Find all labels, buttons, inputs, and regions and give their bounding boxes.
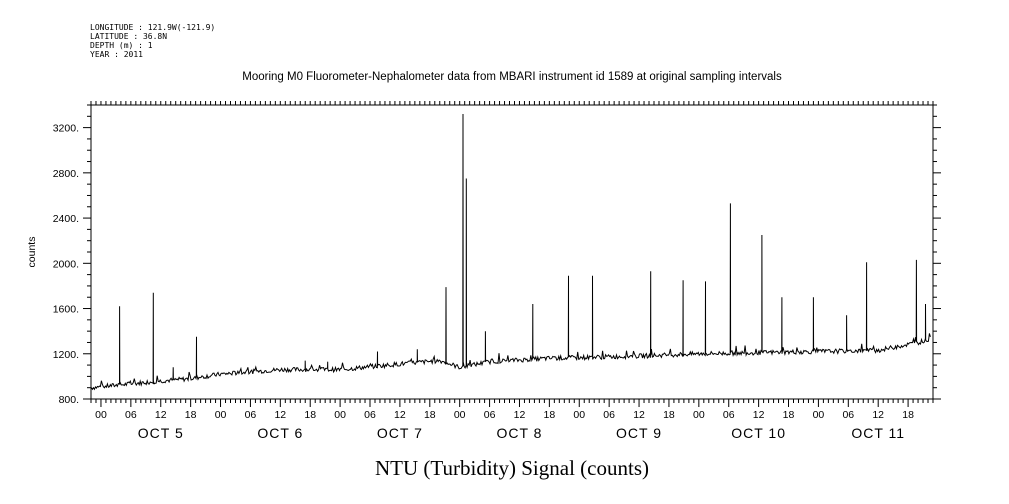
y-tick-label: 1600. <box>53 304 79 316</box>
x-tick-label: 06 <box>245 409 257 421</box>
x-tick-label: 00 <box>573 409 585 421</box>
y-axis-label: counts <box>26 237 38 268</box>
day-label: OCT 10 <box>731 425 786 441</box>
x-tick-label: 00 <box>334 409 346 421</box>
meta-line: DEPTH (m) : 1 <box>90 41 153 50</box>
day-label: OCT 6 <box>257 425 303 441</box>
x-tick-label: 12 <box>394 409 406 421</box>
x-tick-label: 18 <box>902 409 914 421</box>
day-label: OCT 8 <box>496 425 542 441</box>
x-tick-label: 12 <box>514 409 526 421</box>
x-tick-label: 12 <box>274 409 286 421</box>
day-label: OCT 11 <box>851 425 905 441</box>
x-tick-label: 12 <box>155 409 167 421</box>
x-tick-label: 06 <box>484 409 496 421</box>
x-tick-label: 06 <box>364 409 376 421</box>
day-label: OCT 5 <box>138 425 184 441</box>
x-tick-label: 18 <box>185 409 197 421</box>
y-tick-label: 2800. <box>53 168 79 180</box>
y-tick-label: 1200. <box>53 349 79 361</box>
chart-title: Mooring M0 Fluorometer-Nephalometer data… <box>242 71 782 83</box>
meta-line: LATITUDE : 36.8N <box>90 32 167 41</box>
x-tick-label: 18 <box>304 409 316 421</box>
axis-ticks <box>83 101 941 407</box>
meta-line: LONGITUDE : 121.9W(-121.9) <box>90 23 215 32</box>
day-labels: OCT 5 OCT 6 OCT 7 OCT 8 OCT 9 OCT 10 OCT 11 <box>138 425 905 441</box>
x-tick-label: 06 <box>125 409 137 421</box>
x-tick-label: 18 <box>783 409 795 421</box>
y-tick-label: 2000. <box>53 258 79 270</box>
x-tick-label: 18 <box>663 409 675 421</box>
x-tick-label: 12 <box>872 409 884 421</box>
meta-line: YEAR : 2011 <box>90 50 143 59</box>
x-tick-label: 18 <box>424 409 436 421</box>
x-tick-label: 06 <box>723 409 735 421</box>
x-tick-label: 12 <box>633 409 645 421</box>
x-tick-label: 00 <box>95 409 107 421</box>
day-label: OCT 9 <box>616 425 662 441</box>
y-tick-label: 800. <box>59 394 79 406</box>
plot-frame <box>90 104 934 400</box>
x-tick-label: 18 <box>544 409 556 421</box>
x-tick-label: 12 <box>753 409 765 421</box>
x-axis-label: NTU (Turbidity) Signal (counts) <box>375 456 649 480</box>
day-label: OCT 7 <box>377 425 423 441</box>
y-tick-label: 2400. <box>53 213 79 225</box>
x-tick-label: 00 <box>454 409 466 421</box>
x-tick-label: 00 <box>693 409 705 421</box>
x-tick-label: 00 <box>215 409 227 421</box>
x-tick-label: 06 <box>842 409 854 421</box>
x-tick-label: 00 <box>813 409 825 421</box>
x-tick-label: 06 <box>603 409 615 421</box>
series-line <box>90 113 931 391</box>
y-tick-label: 3200. <box>53 123 79 135</box>
x-tick-labels: 00 06 12 18 00 06 12 18 00 06 12 18 00 06 12 18 00 06 12 18… <box>95 409 914 421</box>
y-tick-labels: 800. 1200. 1600. 2000. 2400. 2800. 3200. <box>53 123 79 406</box>
meta-block: LONGITUDE : 121.9W(-121.9) LATITUDE : 36… <box>90 23 215 59</box>
